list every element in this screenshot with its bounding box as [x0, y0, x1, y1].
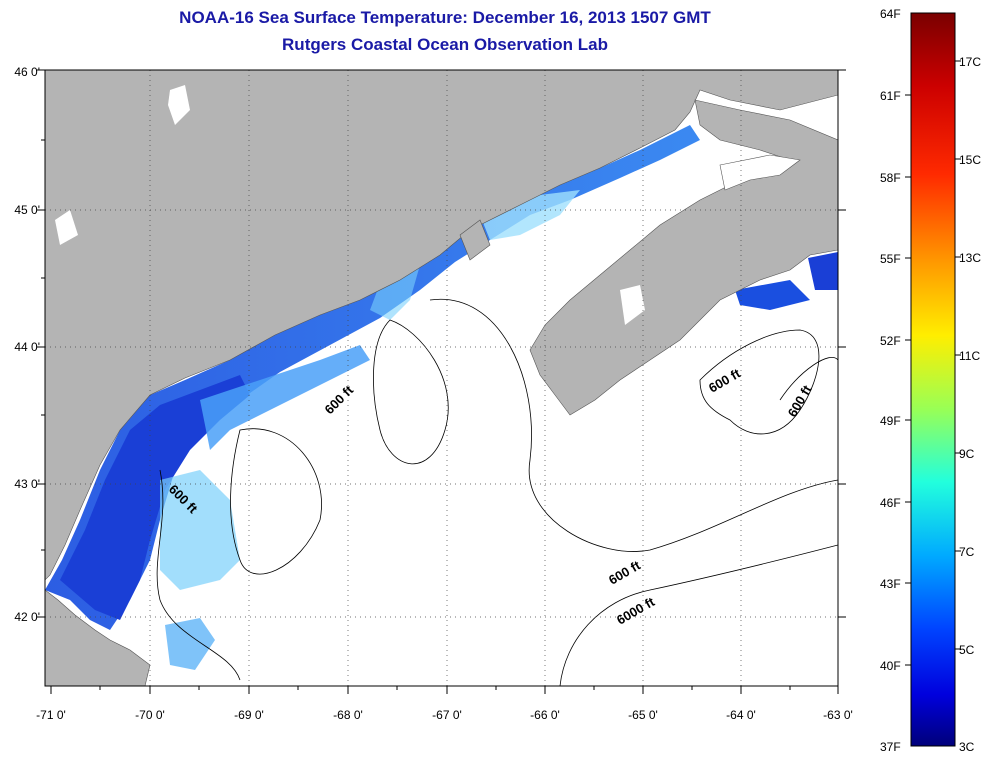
colorbar-ticks [905, 60, 961, 666]
map-frame [44, 69, 839, 687]
lon-tick-label: -66 0' [530, 708, 560, 722]
lat-tick-label: 46 0' [14, 65, 40, 79]
colorbar-c-label: 3C [959, 740, 975, 754]
lon-tick-label: -69 0' [234, 708, 264, 722]
colorbar-f-label: 58F [880, 171, 901, 185]
colorbar-c-label: 5C [959, 643, 975, 657]
colorbar-c-label: 17C [959, 55, 982, 69]
land-layer [45, 70, 838, 686]
colorbar-f-label: 49F [880, 414, 901, 428]
colorbar-f-label: 40F [880, 659, 901, 673]
inland-lake [55, 210, 78, 245]
lon-tick-label: -65 0' [628, 708, 658, 722]
colorbar-f-label: 61F [880, 89, 901, 103]
lon-tick-label: -71 0' [36, 708, 66, 722]
colorbar-f-label: 37F [880, 740, 901, 754]
colorbar-f-label: 46F [880, 496, 901, 510]
lon-tick-label: -68 0' [333, 708, 363, 722]
colorbar-f-label: 52F [880, 334, 901, 348]
cape-cod-land [45, 589, 151, 686]
lon-tick-label: -64 0' [726, 708, 756, 722]
graticule [45, 70, 838, 686]
sst-data-layer [45, 125, 838, 670]
colorbar-c-label: 11C [959, 349, 981, 363]
lon-tick-label: -67 0' [432, 708, 462, 722]
lon-tick-label: -63 0' [823, 708, 853, 722]
colorbar-f-label: 64F [880, 7, 901, 21]
inland-lake [620, 285, 645, 325]
colorbar-f-label: 55F [880, 252, 901, 266]
lat-tick-label: 42 0' [14, 610, 40, 624]
axis-ticks [37, 69, 846, 694]
new-england-land [45, 70, 838, 581]
temperature-colorbar [910, 12, 956, 747]
lon-tick-label: -70 0' [135, 708, 165, 722]
colorbar-c-label: 9C [959, 447, 975, 461]
grand-manan-land [459, 219, 491, 261]
map-title: NOAA-16 Sea Surface Temperature: Decembe… [179, 8, 711, 27]
bathymetry-contours [156, 298, 838, 686]
colorbar-f-label: 43F [880, 577, 901, 591]
bay-of-fundy-water [719, 154, 801, 191]
colorbar-c-label: 7C [959, 545, 975, 559]
lat-tick-label: 44 0' [14, 340, 40, 354]
inland-lake [168, 85, 190, 125]
map-subtitle: Rutgers Coastal Ocean Observation Lab [282, 35, 608, 54]
lat-tick-label: 43 0' [14, 477, 40, 491]
colorbar-c-label: 13C [959, 251, 982, 265]
lat-tick-label: 45 0' [14, 203, 40, 217]
colorbar-c-label: 15C [959, 153, 982, 167]
